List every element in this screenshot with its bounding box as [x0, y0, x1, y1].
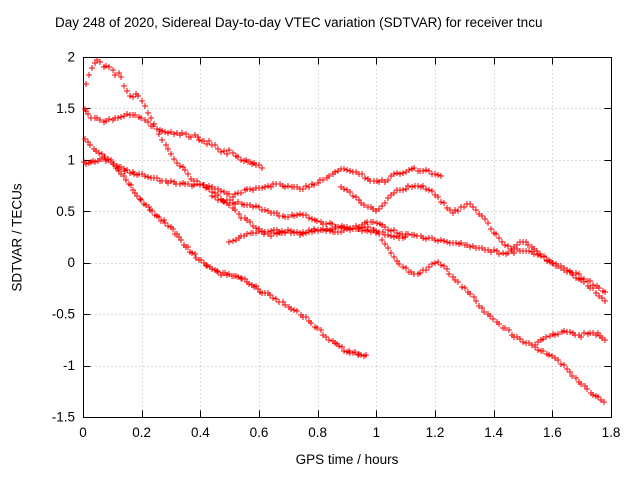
svg-text:0.6: 0.6: [250, 425, 269, 440]
svg-text:1.4: 1.4: [484, 425, 503, 440]
series-arc-1-top: [82, 56, 609, 296]
svg-text:1: 1: [373, 425, 381, 440]
svg-text:-0.5: -0.5: [52, 307, 75, 322]
svg-text:0.5: 0.5: [56, 204, 75, 219]
svg-text:0: 0: [67, 255, 75, 270]
series-arc-7-right: [337, 182, 609, 305]
svg-text:-1.5: -1.5: [52, 410, 75, 425]
chart-title: Day 248 of 2020, Sidereal Day-to-day VTE…: [55, 15, 543, 30]
svg-text:1.5: 1.5: [56, 101, 75, 116]
svg-text:1.6: 1.6: [543, 425, 562, 440]
series-arc-3: [81, 135, 445, 201]
series-arc-8-tail: [531, 327, 609, 349]
svg-text:1.8: 1.8: [602, 425, 621, 440]
svg-text:2: 2: [67, 50, 75, 65]
svg-text:-1: -1: [63, 358, 75, 373]
svg-text:0.2: 0.2: [132, 425, 151, 440]
series-arc-2: [81, 105, 266, 172]
series-arc-4-steep: [80, 153, 370, 360]
svg-text:1: 1: [67, 152, 75, 167]
svg-text:0.8: 0.8: [308, 425, 327, 440]
svg-text:0.4: 0.4: [191, 425, 210, 440]
x-axis-label: GPS time / hours: [295, 452, 399, 467]
series-arc-6-band: [208, 192, 410, 238]
svg-text:0: 0: [79, 425, 87, 440]
svg-text:1.2: 1.2: [426, 425, 445, 440]
